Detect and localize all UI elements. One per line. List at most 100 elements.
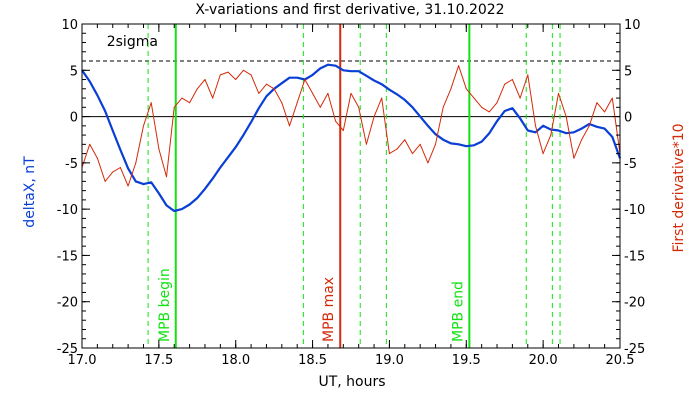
series-1-point-47 (442, 106, 444, 108)
series-0-point-57 (519, 117, 521, 119)
series-1-point-26 (281, 102, 283, 104)
series-0-point-38 (373, 79, 375, 82)
series-1-point-50 (465, 88, 467, 90)
series-0-point-61 (550, 128, 552, 131)
y-tick-label-right-7: -25 (624, 342, 645, 357)
series-0-point-52 (481, 141, 483, 143)
series-1-point-25 (273, 88, 275, 90)
series-1-point-3 (104, 180, 106, 182)
series-0-point-19 (227, 156, 229, 158)
y-tick-label-left-5: -15 (57, 249, 78, 264)
series-0-point-65 (581, 128, 583, 130)
series-1-point-49 (458, 65, 460, 67)
series-0-point-41 (396, 93, 398, 95)
series-1-point-40 (388, 153, 390, 155)
x-axis-title: UT, hours (318, 374, 385, 390)
series-0-point-1 (89, 80, 91, 82)
series-1-point-51 (473, 97, 475, 99)
y-tick-label-right-5: -15 (624, 249, 645, 264)
series-1-point-35 (350, 92, 352, 94)
x-tick-label-7: 20.5 (606, 353, 635, 368)
series-1-point-53 (488, 111, 490, 113)
series-0-point-10 (158, 192, 160, 194)
series-1-point-64 (573, 157, 575, 159)
series-0-point-31 (319, 67, 321, 69)
marker-label-6: MPB end (450, 281, 466, 342)
series-1-point-4 (112, 171, 114, 173)
y-tick-label-left-3: -5 (65, 157, 78, 172)
series-1-point-61 (550, 134, 552, 136)
series-0-point-55 (504, 110, 506, 112)
series-0-point-49 (458, 143, 460, 145)
series-0-point-47 (442, 139, 444, 141)
series-1-point-66 (588, 125, 590, 127)
series-0-point-44 (419, 116, 421, 118)
series-0-point-8 (142, 183, 145, 185)
series-1-point-44 (419, 143, 421, 145)
series-0-point-2 (96, 94, 98, 96)
x-tick-label-6: 20.0 (529, 353, 558, 368)
series-1-point-14 (189, 102, 191, 104)
series-0-point-56 (511, 107, 513, 109)
series-1-point-10 (158, 148, 160, 150)
series-1-point-28 (296, 102, 298, 104)
series-0-point-62 (557, 129, 560, 132)
series-0-point-37 (365, 75, 367, 77)
series-1-point-39 (381, 97, 383, 99)
series-0-point-40 (388, 89, 390, 91)
series-1-point-15 (196, 88, 198, 90)
series-0-point-35 (350, 70, 352, 72)
x-tick-label-2: 18.0 (221, 353, 250, 368)
series-1-point-36 (358, 106, 360, 108)
chart-title: X-variations and first derivative, 31.10… (195, 2, 504, 18)
series-0-point-58 (527, 129, 529, 132)
series-0-point-16 (204, 188, 206, 190)
series-0-point-28 (296, 77, 298, 79)
axis-ticks: 17.0 17.5 18.0 18.5 19.0 19.5 20.0 20.5 10 10 5 5 0 0… (57, 18, 645, 368)
y-tick-label-left-6: -20 (57, 296, 78, 311)
y-tick-label-left-7: -25 (57, 342, 78, 357)
series-0-point-7 (135, 180, 137, 182)
series-0-point-33 (335, 65, 337, 67)
series-0-point-27 (288, 77, 291, 79)
series-1-point-24 (265, 83, 268, 85)
series-1-point-32 (327, 92, 329, 94)
y-tick-label-left-2: 0 (70, 111, 78, 126)
series-0-point-26 (281, 82, 283, 84)
series-1-point-55 (504, 83, 506, 85)
series-1-point-62 (557, 92, 560, 94)
x-tick-label-3: 18.5 (298, 353, 327, 368)
series-0-point-67 (596, 126, 598, 128)
series-0-point-13 (181, 208, 183, 210)
series-0-point-22 (250, 121, 252, 123)
marker-label-3: MPB max (321, 277, 337, 342)
series-0-point-48 (450, 142, 452, 144)
series-0-point-30 (312, 74, 314, 76)
series-1-point-8 (142, 125, 145, 127)
series-1-point-31 (319, 106, 321, 108)
series-0-point-69 (611, 136, 613, 138)
series-1-point-9 (150, 102, 152, 104)
y-tick-label-right-1: 5 (624, 64, 632, 79)
y-tick-label-right-6: -20 (624, 296, 645, 311)
series-1-point-69 (611, 97, 613, 99)
series-1-point-41 (396, 148, 398, 150)
series-0-point-11 (165, 204, 168, 206)
series-0-point-53 (488, 132, 490, 134)
series-1-point-58 (527, 74, 529, 76)
x-tick-label-4: 19.0 (375, 353, 404, 368)
x-tick-label-0: 17.0 (68, 353, 97, 368)
sigma-label: 2sigma (107, 34, 158, 50)
series-1-point-45 (427, 162, 429, 164)
series-1-point-38 (373, 116, 375, 118)
series-1-point-67 (596, 102, 598, 104)
series-1-point-56 (511, 78, 513, 81)
series-1-point-52 (481, 106, 483, 108)
y-axis-left-title: deltaX, nT (22, 156, 38, 228)
series-1-point-43 (411, 153, 414, 155)
series-1-point-27 (288, 125, 291, 127)
series-1-point-54 (496, 102, 498, 104)
series-0-point-46 (434, 133, 437, 135)
x-tick-label-5: 19.5 (452, 353, 481, 368)
series-1-point-17 (212, 97, 214, 99)
